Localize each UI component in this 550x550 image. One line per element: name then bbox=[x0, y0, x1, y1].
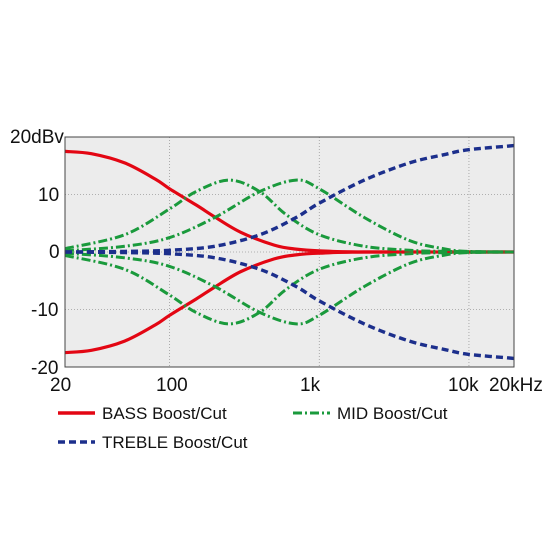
series-curve-dashed-0 bbox=[64, 143, 515, 254]
plot-frame bbox=[64, 136, 515, 368]
y-tick-label: 0 bbox=[49, 242, 60, 263]
series-curve-dashdot-2 bbox=[64, 178, 515, 254]
series-curve-dashdot-1 bbox=[64, 250, 515, 326]
x-tick-label: 1k bbox=[300, 375, 321, 396]
y-tick-label: -20 bbox=[31, 358, 58, 379]
x-tick-label: 20kHz bbox=[489, 375, 543, 396]
series-curve-dashdot-3 bbox=[64, 250, 515, 326]
series-curve-dashed-1 bbox=[64, 250, 515, 361]
legend-label-bass: BASS Boost/Cut bbox=[102, 404, 227, 423]
legend-label-treble: TREBLE Boost/Cut bbox=[102, 433, 248, 452]
series-curves bbox=[64, 143, 515, 361]
y-tick-label: 10 bbox=[38, 185, 59, 206]
x-tick-label: 100 bbox=[156, 375, 188, 396]
y-tick-label: 20dBv bbox=[10, 127, 64, 148]
x-tick-label: 20 bbox=[50, 375, 71, 396]
y-tick-label: -10 bbox=[31, 300, 58, 321]
legend: BASS Boost/Cut MID Boost/Cut TREBLE Boos… bbox=[58, 404, 448, 452]
series-curve-dashdot-0 bbox=[64, 178, 515, 254]
legend-label-mid: MID Boost/Cut bbox=[337, 404, 448, 423]
series-curve-solid-1 bbox=[64, 250, 515, 355]
x-tick-label: 10k bbox=[448, 375, 479, 396]
